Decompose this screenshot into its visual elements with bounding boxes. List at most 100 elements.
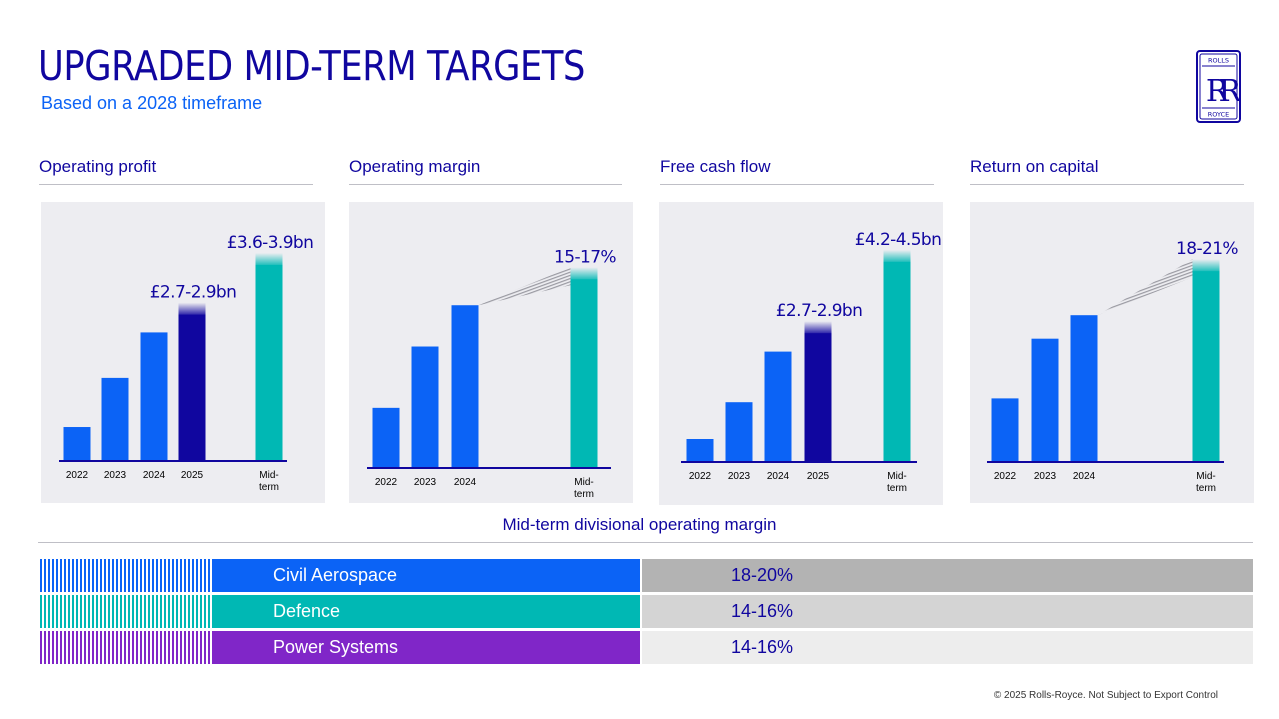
stripe xyxy=(168,631,170,664)
stripe xyxy=(68,595,70,628)
x-tick-label: 2022 xyxy=(375,477,398,488)
stripe xyxy=(108,559,110,592)
stripe xyxy=(96,595,98,628)
stripe xyxy=(160,631,162,664)
stripe xyxy=(64,631,66,664)
stripe xyxy=(144,595,146,628)
division-stripes xyxy=(40,595,210,628)
logo-bottom-text: ROYCE xyxy=(1208,111,1230,119)
data-label: £2.7-2.9bn xyxy=(776,301,863,321)
stripe xyxy=(152,631,154,664)
bar-2022 xyxy=(991,398,1019,462)
stripe xyxy=(172,595,174,628)
rolls-royce-logo: ROLLS RR ROYCE xyxy=(1196,50,1241,123)
x-tick-label: term xyxy=(574,489,594,500)
bar-2023 xyxy=(725,402,753,462)
logo-top-text: ROLLS xyxy=(1208,57,1229,65)
stripe xyxy=(196,559,198,592)
stripe xyxy=(80,595,82,628)
operating-profit-chart: £2.7-2.9bn £3.6-3.9bn 2022 2023 2024 2025 Mid-… xyxy=(41,202,325,503)
bar-2024 xyxy=(140,332,168,461)
x-tick-label: 2022 xyxy=(689,471,712,482)
division-stripes xyxy=(40,631,210,664)
stripe xyxy=(44,631,46,664)
operating-margin-chart-svg: 15-17% 2022 2023 2024 Mid-term xyxy=(367,247,617,500)
x-tick-label: 2024 xyxy=(143,470,166,481)
stripe xyxy=(136,595,138,628)
stripe xyxy=(56,595,58,628)
operating-profit-divider xyxy=(39,184,313,185)
stripe xyxy=(44,595,46,628)
bar-2024 xyxy=(764,351,792,462)
stripe xyxy=(164,595,166,628)
x-tick-label: 2023 xyxy=(1034,471,1057,482)
logo-monogram: RR xyxy=(1206,74,1241,109)
stripe xyxy=(136,559,138,592)
stripe xyxy=(48,595,50,628)
bar-range-fade xyxy=(1192,259,1220,274)
stripe xyxy=(92,595,94,628)
stripe xyxy=(92,631,94,664)
x-tick-label: term xyxy=(259,482,279,493)
stripe xyxy=(100,559,102,592)
stripe xyxy=(148,595,150,628)
return-on-capital-chart-svg: 18-21% 2022 2023 2024 Mid-term xyxy=(987,239,1239,494)
stripe xyxy=(200,595,202,628)
stripe xyxy=(144,631,146,664)
x-tick-label: Mid- xyxy=(1196,471,1215,482)
stripe xyxy=(128,559,130,592)
stripe xyxy=(108,631,110,664)
page-subtitle: Based on a 2028 timeframe xyxy=(41,93,263,113)
stripe xyxy=(108,595,110,628)
operating-margin-title: Operating margin xyxy=(349,157,481,176)
bar-range-fade xyxy=(255,252,283,267)
stripe xyxy=(80,631,82,664)
stripe xyxy=(208,631,210,664)
x-tick-label: Mid- xyxy=(574,477,593,488)
stripe xyxy=(156,595,158,628)
stripe xyxy=(60,631,62,664)
x-tick-label: 2023 xyxy=(414,477,437,488)
stripe xyxy=(172,559,174,592)
stripe xyxy=(196,595,198,628)
stripe xyxy=(176,631,178,664)
stripe xyxy=(144,559,146,592)
stripe xyxy=(56,559,58,592)
division-bar xyxy=(212,559,640,592)
division-name: Civil Aerospace xyxy=(273,565,398,585)
stripe xyxy=(96,559,98,592)
stripe xyxy=(72,631,74,664)
division-row-civil-aerospace: Civil Aerospace 18-20% xyxy=(40,559,1253,592)
stripe xyxy=(84,559,86,592)
stripe xyxy=(88,559,90,592)
stripe xyxy=(180,595,182,628)
stripe xyxy=(68,631,70,664)
stripe xyxy=(192,631,194,664)
trend-arrow xyxy=(478,267,571,306)
stripe xyxy=(184,559,186,592)
data-label: £2.7-2.9bn xyxy=(150,283,237,303)
return-on-capital-divider xyxy=(970,184,1244,185)
free-cash-flow-chart-svg: £2.7-2.9bn £4.2-4.5bn 2022 2023 2024 2025 Mid-… xyxy=(681,230,942,494)
bar-2023 xyxy=(411,346,439,468)
stripe xyxy=(196,631,198,664)
stripe xyxy=(112,595,114,628)
free-cash-flow-title: Free cash flow xyxy=(660,157,771,176)
stripe xyxy=(192,559,194,592)
stripe xyxy=(100,631,102,664)
operating-margin-chart: 15-17% 2022 2023 2024 Mid-term xyxy=(349,202,633,503)
stripe xyxy=(200,631,202,664)
bar-range-fade xyxy=(804,321,832,336)
stripe xyxy=(128,595,130,628)
bar-2023 xyxy=(1031,338,1059,462)
stripe xyxy=(104,595,106,628)
stripe xyxy=(168,559,170,592)
division-name: Power Systems xyxy=(273,637,399,657)
bar-2025 xyxy=(804,333,832,462)
operating-margin-divider xyxy=(349,184,622,185)
bar-2024 xyxy=(1070,315,1098,462)
division-stripes xyxy=(40,559,210,592)
stripe xyxy=(120,595,122,628)
x-tick-label: term xyxy=(1196,483,1216,494)
bar-2022 xyxy=(686,439,714,462)
